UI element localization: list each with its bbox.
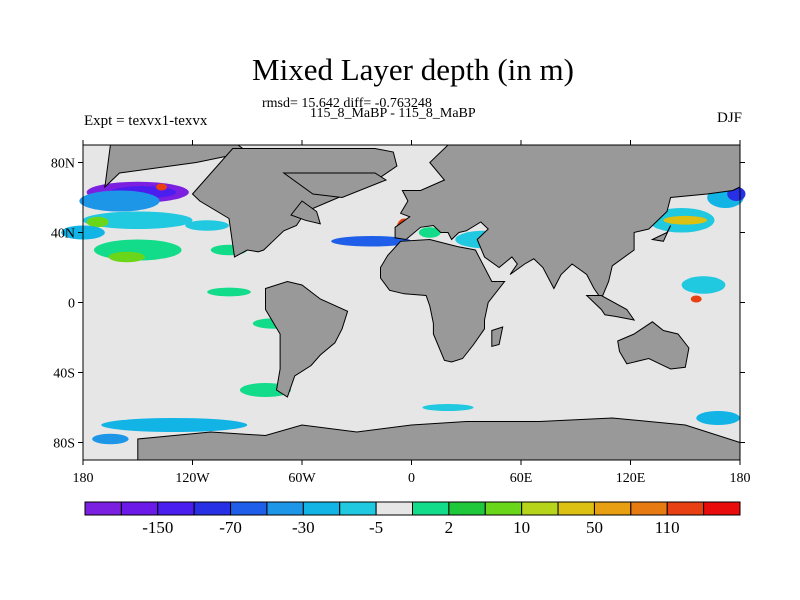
experiment-label: Expt = texvx1-texvx <box>84 113 208 129</box>
colorbar-box-5 <box>266 501 304 516</box>
page-title: Mixed Layer depth (in m) <box>252 52 574 87</box>
colorbar-box-14 <box>593 501 632 516</box>
land-mass-7 <box>491 326 504 347</box>
anomaly-4 <box>83 211 193 229</box>
colorbar-label: -150 <box>142 518 173 537</box>
land-mass-9 <box>585 295 636 321</box>
land-mass-3 <box>290 200 322 225</box>
colorbar-box-7 <box>339 501 377 516</box>
anomaly-5 <box>86 216 109 228</box>
colorbar-box-13 <box>557 501 595 516</box>
colorbar: -150 -70 -30 -5 2 10 50 110 <box>84 501 741 537</box>
lon-tick-label: 180 <box>73 471 94 486</box>
colorbar-box-16 <box>666 501 705 516</box>
anomaly-8 <box>108 251 146 263</box>
anomaly-11 <box>207 287 251 297</box>
anomaly-26 <box>663 215 708 225</box>
colorbar-box-2 <box>157 501 195 516</box>
land-mass-6 <box>380 238 506 363</box>
colorbar-label: -70 <box>219 518 242 537</box>
lon-tick-label: 60E <box>510 471 533 486</box>
land-mass-8 <box>617 321 690 370</box>
lon-tick-label: 180 <box>730 471 751 486</box>
land-mass-11 <box>137 417 741 461</box>
land-mask <box>104 144 741 461</box>
anomaly-2 <box>156 183 167 191</box>
land-mass-5 <box>394 144 741 301</box>
colorbar-box-6 <box>302 501 341 516</box>
lat-tick-label: 40N <box>51 227 75 242</box>
colorbar-label: -30 <box>292 518 315 537</box>
colorbar-label: 110 <box>655 518 680 537</box>
colorbar-box-1 <box>120 501 159 516</box>
colorbar-box-11 <box>484 501 523 516</box>
lat-tick-label: 80N <box>51 157 75 172</box>
lat-tick-label: 40S <box>53 367 75 382</box>
colorbar-label: 10 <box>513 518 530 537</box>
lon-tick-label: 120E <box>616 471 646 486</box>
longitude-axis: 180 120W 60W 0 60E 120E 180 <box>73 140 751 486</box>
land-mass-10 <box>650 225 672 242</box>
colorbar-box-9 <box>412 501 450 516</box>
colorbar-box-0 <box>84 501 122 516</box>
season-label: DJF <box>716 110 742 126</box>
lon-tick-label: 0 <box>408 471 415 486</box>
rmsd-diff-stats: rmsd= 15.642 diff= -0.763248 <box>262 96 432 111</box>
land-mass-4 <box>265 280 349 398</box>
colorbar-box-8 <box>375 501 414 516</box>
period-subtitle: 115_8_MaBP - 115_8_MaBP <box>310 106 476 121</box>
anomaly-14 <box>101 418 248 432</box>
anomaly-9 <box>185 220 230 231</box>
colorbar-label: 2 <box>445 518 454 537</box>
anomaly-16 <box>696 411 740 425</box>
lat-tick-label: 0 <box>68 297 75 312</box>
colorbar-box-15 <box>630 501 668 516</box>
colorbar-box-10 <box>448 501 486 516</box>
colorbar-label: 50 <box>586 518 603 537</box>
anomaly-19 <box>331 236 412 247</box>
latitude-axis: 80N 40N 0 40S 80S <box>51 157 745 452</box>
anomaly-20 <box>418 227 441 238</box>
anomaly-29 <box>681 276 726 294</box>
colorbar-box-4 <box>230 501 268 516</box>
colorbar-label: -5 <box>369 518 383 537</box>
colorbar-box-3 <box>193 501 232 516</box>
lat-tick-label: 80S <box>53 437 75 452</box>
lon-tick-label: 60W <box>288 471 316 486</box>
land-mass-2 <box>282 172 388 199</box>
colorbar-box-12 <box>521 501 559 516</box>
anomaly-32 <box>422 404 474 411</box>
colorbar-box-17 <box>703 501 741 516</box>
anomaly-15 <box>92 433 129 445</box>
anomaly-30 <box>690 295 702 303</box>
lon-tick-label: 120W <box>175 471 210 486</box>
anomaly-3 <box>79 190 160 212</box>
